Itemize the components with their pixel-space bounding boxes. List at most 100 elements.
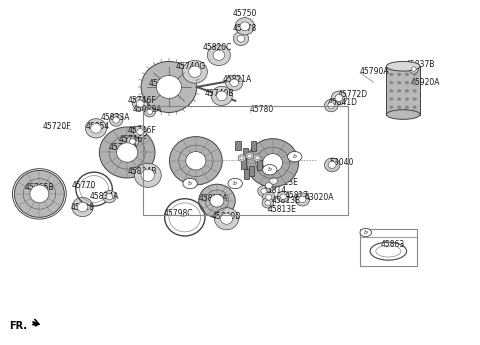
Ellipse shape	[215, 208, 239, 230]
Ellipse shape	[299, 196, 306, 203]
Circle shape	[413, 90, 416, 92]
Text: 45834B: 45834B	[127, 167, 157, 176]
Ellipse shape	[295, 193, 310, 206]
Ellipse shape	[240, 156, 244, 160]
Ellipse shape	[411, 67, 416, 71]
Ellipse shape	[237, 35, 245, 42]
Ellipse shape	[262, 198, 274, 208]
Text: 45746F: 45746F	[127, 126, 156, 135]
Circle shape	[406, 82, 408, 83]
FancyBboxPatch shape	[257, 160, 262, 170]
FancyBboxPatch shape	[235, 141, 240, 150]
Polygon shape	[33, 322, 38, 326]
Ellipse shape	[280, 194, 286, 199]
Ellipse shape	[230, 79, 239, 87]
Circle shape	[360, 228, 372, 237]
Ellipse shape	[186, 151, 206, 170]
Ellipse shape	[106, 194, 113, 200]
Text: 45720F: 45720F	[42, 122, 71, 131]
Text: 45772D: 45772D	[338, 90, 368, 99]
Ellipse shape	[132, 97, 148, 110]
Text: 45750: 45750	[233, 9, 257, 18]
Text: 45778: 45778	[233, 24, 257, 33]
Ellipse shape	[103, 190, 116, 203]
Circle shape	[263, 165, 277, 175]
Ellipse shape	[335, 95, 343, 101]
Ellipse shape	[199, 184, 235, 217]
Ellipse shape	[270, 177, 277, 184]
Text: b: b	[364, 230, 368, 235]
Ellipse shape	[235, 18, 254, 35]
Text: 45814: 45814	[263, 186, 287, 195]
Text: b: b	[233, 181, 237, 186]
Ellipse shape	[117, 143, 138, 162]
Text: FR.: FR.	[9, 321, 27, 331]
Text: 45920A: 45920A	[410, 78, 440, 87]
Circle shape	[413, 82, 416, 83]
Text: 45818: 45818	[71, 203, 95, 211]
Circle shape	[413, 73, 416, 76]
Ellipse shape	[240, 22, 250, 30]
Ellipse shape	[85, 119, 107, 138]
Circle shape	[398, 82, 400, 83]
Ellipse shape	[331, 91, 347, 105]
Text: b: b	[188, 181, 192, 186]
Text: 45820C: 45820C	[203, 43, 232, 52]
Circle shape	[398, 98, 400, 100]
Text: 45798C: 45798C	[164, 209, 193, 218]
FancyBboxPatch shape	[244, 169, 250, 179]
Text: 43020A: 43020A	[304, 193, 334, 202]
Text: 45810A: 45810A	[199, 194, 228, 203]
Text: b: b	[268, 167, 272, 172]
Ellipse shape	[409, 65, 419, 73]
Ellipse shape	[263, 154, 283, 172]
Ellipse shape	[156, 76, 181, 98]
Circle shape	[406, 90, 408, 92]
Ellipse shape	[213, 50, 225, 60]
Circle shape	[390, 98, 393, 100]
Ellipse shape	[324, 99, 338, 112]
Ellipse shape	[109, 114, 123, 126]
Ellipse shape	[211, 86, 232, 106]
Text: 45740B: 45740B	[205, 89, 235, 98]
Ellipse shape	[248, 154, 252, 158]
Ellipse shape	[233, 32, 249, 46]
Ellipse shape	[253, 155, 261, 161]
Text: 45813E: 45813E	[270, 178, 299, 187]
Ellipse shape	[136, 100, 144, 107]
Circle shape	[183, 178, 197, 189]
Ellipse shape	[126, 136, 139, 147]
Circle shape	[398, 90, 400, 92]
Ellipse shape	[277, 191, 289, 202]
Circle shape	[390, 73, 393, 76]
Ellipse shape	[238, 155, 246, 161]
Ellipse shape	[265, 183, 272, 188]
Circle shape	[390, 106, 393, 108]
Circle shape	[413, 106, 416, 108]
Ellipse shape	[113, 117, 120, 123]
Circle shape	[406, 73, 408, 76]
Text: 45740G: 45740G	[176, 62, 206, 71]
Text: 45863: 45863	[381, 240, 405, 249]
Ellipse shape	[221, 213, 232, 224]
Ellipse shape	[99, 127, 155, 178]
Circle shape	[390, 82, 393, 83]
Text: 45840B: 45840B	[212, 212, 241, 221]
Text: 45813E: 45813E	[268, 205, 297, 214]
Ellipse shape	[386, 110, 420, 119]
Ellipse shape	[386, 61, 420, 71]
Circle shape	[288, 151, 302, 162]
Ellipse shape	[189, 66, 201, 77]
Text: 45089A: 45089A	[133, 105, 163, 114]
Text: 45837B: 45837B	[406, 60, 435, 69]
Text: 45834A: 45834A	[90, 192, 120, 201]
Ellipse shape	[328, 161, 336, 168]
Ellipse shape	[258, 186, 270, 197]
Circle shape	[398, 106, 400, 108]
Ellipse shape	[263, 192, 275, 203]
Circle shape	[390, 90, 393, 92]
Ellipse shape	[77, 202, 88, 212]
Text: 46530: 46530	[270, 171, 294, 180]
Text: 53040: 53040	[329, 158, 354, 167]
Text: 45790A: 45790A	[360, 67, 390, 76]
